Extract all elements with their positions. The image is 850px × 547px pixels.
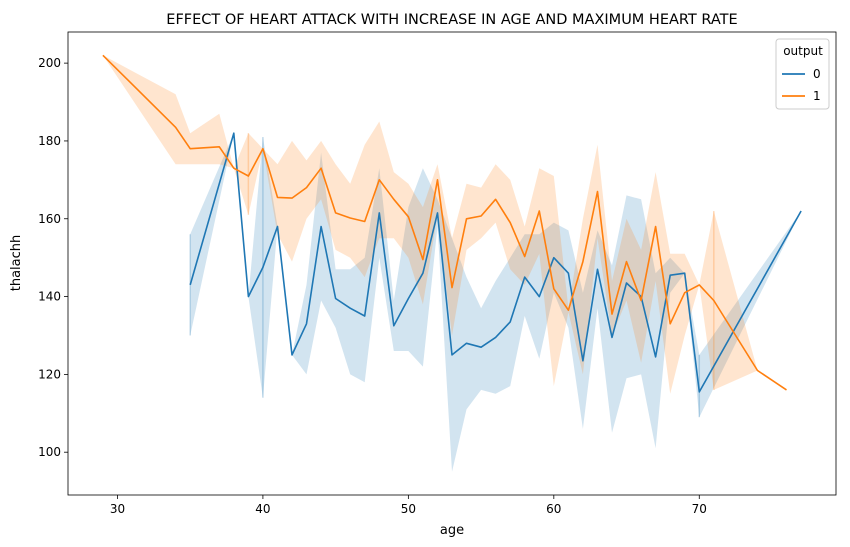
y-tick-label: 160 [38,212,61,226]
x-tick-label: 30 [110,502,125,516]
legend: output 01 [775,38,830,110]
chart-title: EFFECT OF HEART ATTACK WITH INCREASE IN … [166,12,737,28]
confidence-band-0 [190,133,802,472]
y-tick-label: 100 [38,445,61,459]
x-tick-label: 70 [692,502,707,516]
legend-title: output [783,44,823,58]
plot-frame [67,31,837,496]
y-tick-label: 200 [38,56,61,70]
y-axis-label: thalachh [9,235,24,292]
y-axis: 100 120 140 160 180 200 [38,56,68,459]
legend-label-1: 1 [813,89,821,103]
x-tick-label: 50 [401,502,416,516]
series-line-0 [189,132,802,393]
y-tick-label: 120 [38,367,61,381]
x-axis-label: age [440,523,464,538]
confidence-bands [102,55,802,472]
series-line-1 [102,54,787,391]
y-tick-label: 140 [38,290,61,304]
x-tick-label: 40 [255,502,270,516]
y-tick-label: 180 [38,134,61,148]
x-axis: 30 40 50 60 70 [110,495,707,516]
confidence-band-1 [102,55,787,394]
x-tick-label: 60 [546,502,561,516]
legend-label-0: 0 [813,67,821,81]
legend-items: 01 [782,67,821,103]
series-lines [102,54,802,393]
plot-area [102,54,802,472]
